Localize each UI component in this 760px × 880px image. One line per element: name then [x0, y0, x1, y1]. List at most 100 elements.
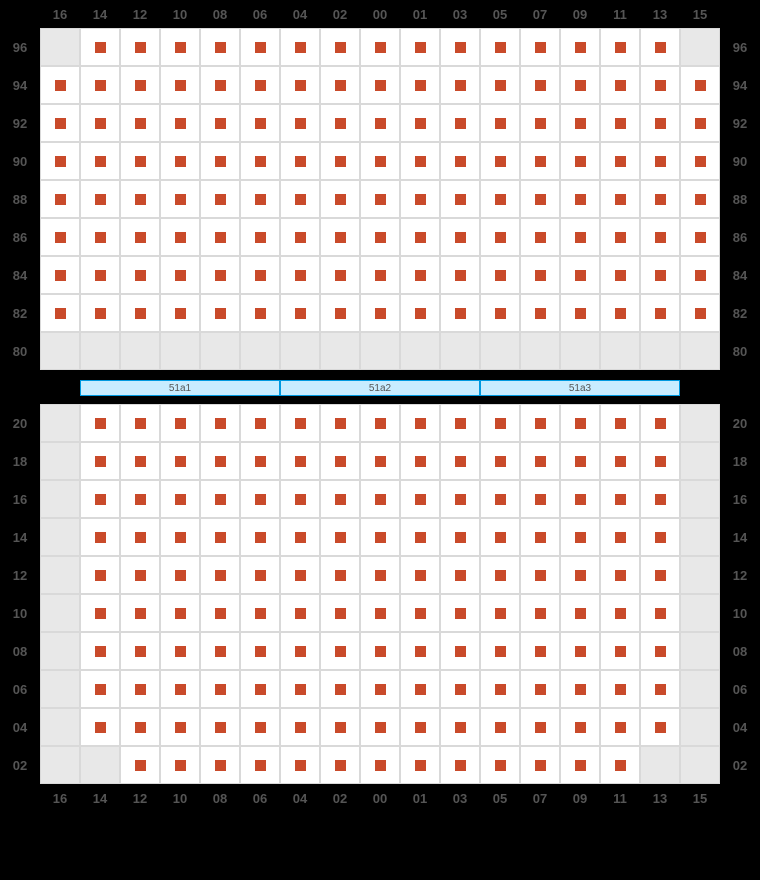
seat[interactable] [480, 632, 520, 670]
seat[interactable] [440, 480, 480, 518]
seat[interactable] [160, 594, 200, 632]
seat[interactable] [400, 632, 440, 670]
seat[interactable] [440, 28, 480, 66]
seat[interactable] [80, 632, 120, 670]
seat[interactable] [120, 180, 160, 218]
seat[interactable] [280, 746, 320, 784]
seat[interactable] [440, 218, 480, 256]
seat[interactable] [520, 142, 560, 180]
seat[interactable] [520, 256, 560, 294]
seat[interactable] [160, 66, 200, 104]
seat[interactable] [600, 294, 640, 332]
seat[interactable] [640, 142, 680, 180]
seat[interactable] [560, 404, 600, 442]
seat[interactable] [560, 104, 600, 142]
seat[interactable] [480, 142, 520, 180]
seat[interactable] [360, 28, 400, 66]
section-label[interactable]: 51a2 [280, 380, 480, 396]
seat[interactable] [120, 518, 160, 556]
seat[interactable] [240, 556, 280, 594]
seat[interactable] [320, 28, 360, 66]
seat[interactable] [120, 28, 160, 66]
seat[interactable] [240, 746, 280, 784]
seat[interactable] [600, 670, 640, 708]
seat[interactable] [280, 404, 320, 442]
seat[interactable] [480, 518, 520, 556]
seat[interactable] [280, 632, 320, 670]
seat[interactable] [600, 708, 640, 746]
seat[interactable] [200, 556, 240, 594]
seat[interactable] [400, 708, 440, 746]
seat[interactable] [280, 594, 320, 632]
seat[interactable] [240, 670, 280, 708]
seat[interactable] [200, 142, 240, 180]
seat[interactable] [280, 518, 320, 556]
seat[interactable] [480, 404, 520, 442]
seat[interactable] [200, 480, 240, 518]
seat[interactable] [400, 28, 440, 66]
seat[interactable] [120, 670, 160, 708]
seat[interactable] [640, 670, 680, 708]
seat[interactable] [320, 256, 360, 294]
seat[interactable] [320, 142, 360, 180]
seat[interactable] [200, 218, 240, 256]
seat[interactable] [80, 256, 120, 294]
seat[interactable] [640, 632, 680, 670]
seat[interactable] [160, 518, 200, 556]
seat[interactable] [440, 746, 480, 784]
seat[interactable] [400, 518, 440, 556]
seat[interactable] [480, 708, 520, 746]
seat[interactable] [280, 66, 320, 104]
seat[interactable] [520, 66, 560, 104]
seat[interactable] [400, 442, 440, 480]
seat[interactable] [560, 256, 600, 294]
seat[interactable] [440, 404, 480, 442]
seat[interactable] [600, 180, 640, 218]
seat[interactable] [600, 104, 640, 142]
seat[interactable] [80, 294, 120, 332]
seat[interactable] [160, 404, 200, 442]
seat[interactable] [240, 28, 280, 66]
seat[interactable] [200, 442, 240, 480]
seat[interactable] [40, 218, 80, 256]
seat[interactable] [320, 556, 360, 594]
seat[interactable] [560, 180, 600, 218]
seat[interactable] [600, 142, 640, 180]
seat[interactable] [160, 480, 200, 518]
seat[interactable] [440, 180, 480, 218]
seat[interactable] [640, 404, 680, 442]
seat[interactable] [160, 256, 200, 294]
seat[interactable] [80, 66, 120, 104]
seat[interactable] [440, 66, 480, 104]
seat[interactable] [320, 218, 360, 256]
seat[interactable] [680, 256, 720, 294]
seat[interactable] [120, 404, 160, 442]
seat[interactable] [320, 746, 360, 784]
seat[interactable] [560, 594, 600, 632]
seat[interactable] [360, 594, 400, 632]
seat[interactable] [240, 66, 280, 104]
seat[interactable] [360, 142, 400, 180]
seat[interactable] [400, 670, 440, 708]
seat[interactable] [360, 746, 400, 784]
seat[interactable] [360, 66, 400, 104]
seat[interactable] [200, 632, 240, 670]
seat[interactable] [600, 632, 640, 670]
seat[interactable] [160, 218, 200, 256]
seat[interactable] [560, 218, 600, 256]
seat[interactable] [520, 218, 560, 256]
seat[interactable] [520, 480, 560, 518]
seat[interactable] [320, 632, 360, 670]
seat[interactable] [240, 480, 280, 518]
seat[interactable] [560, 294, 600, 332]
seat[interactable] [240, 518, 280, 556]
seat[interactable] [160, 708, 200, 746]
seat[interactable] [600, 518, 640, 556]
seat[interactable] [120, 442, 160, 480]
seat[interactable] [200, 294, 240, 332]
seat[interactable] [280, 28, 320, 66]
seat[interactable] [80, 708, 120, 746]
seat[interactable] [200, 180, 240, 218]
seat[interactable] [520, 294, 560, 332]
seat[interactable] [280, 142, 320, 180]
